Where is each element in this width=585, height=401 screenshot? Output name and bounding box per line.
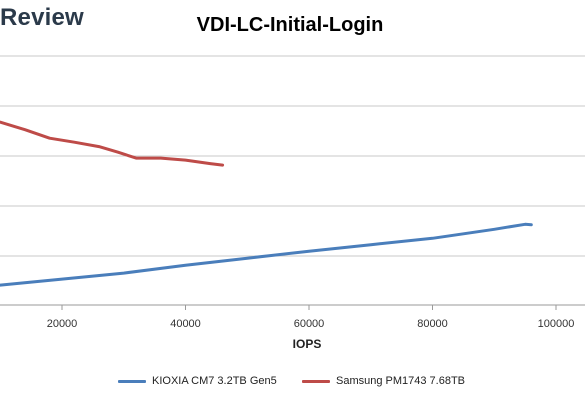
- chart-legend: KIOXIA CM7 3.2TB Gen5 Samsung PM1743 7.6…: [0, 372, 585, 390]
- x-tick-label: 80000: [417, 318, 448, 330]
- x-tick-label: 60000: [294, 318, 325, 330]
- legend-label-samsung: Samsung PM1743 7.68TB: [336, 375, 466, 387]
- series-line-samsung: [0, 120, 225, 167]
- x-axis-title: IOPS: [293, 337, 322, 351]
- legend-item-samsung: Samsung PM1743 7.68TB: [302, 372, 465, 390]
- series-lines: [0, 120, 533, 287]
- legend-swatch-kioxia: [118, 379, 146, 383]
- x-tick-label: 20000: [47, 318, 78, 330]
- legend-swatch-samsung: [302, 379, 330, 383]
- chart-title: VDI-LC-Initial-Login: [196, 14, 384, 36]
- grid-lines: [0, 55, 585, 306]
- x-tick-label: 40000: [170, 318, 201, 330]
- x-tick-labels: 20000 40000 60000 80000 100000: [47, 305, 575, 330]
- brand-logo-text: Review: [0, 4, 84, 31]
- legend-item-kioxia: KIOXIA CM7 3.2TB Gen5: [118, 372, 277, 390]
- series-line-kioxia: [0, 222, 533, 287]
- x-tick-label: 100000: [538, 318, 575, 330]
- legend-label-kioxia: KIOXIA CM7 3.2TB Gen5: [152, 375, 277, 387]
